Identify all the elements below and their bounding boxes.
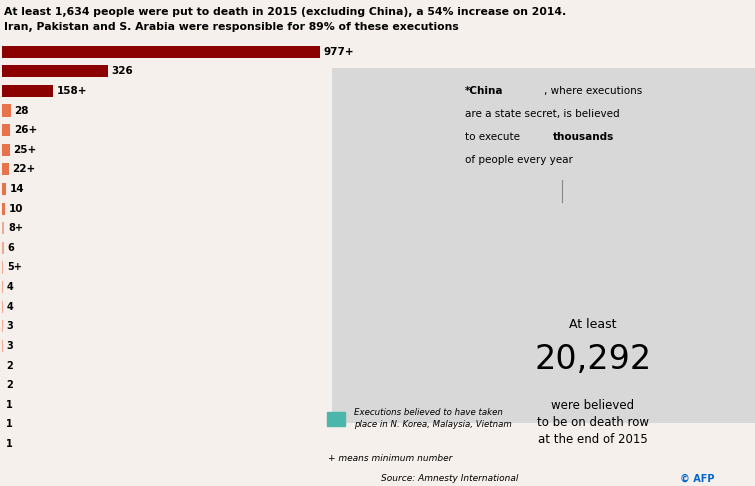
- Text: 22+: 22+: [13, 164, 35, 174]
- Text: © AFP: © AFP: [680, 474, 714, 484]
- Text: 5+: 5+: [7, 262, 22, 273]
- Text: 3: 3: [6, 321, 13, 331]
- Bar: [2, 144, 10, 156]
- Text: are a state secret, is believed: are a state secret, is believed: [465, 109, 620, 119]
- Text: 326: 326: [112, 66, 134, 76]
- Text: Executions believed to have taken
place in N. Korea, Malaysia, Vietnam: Executions believed to have taken place …: [354, 408, 512, 429]
- Text: 3: 3: [6, 341, 13, 351]
- Bar: [2, 124, 10, 136]
- Text: At least 1,634 people were put to death in 2015 (excluding China), a 54% increas: At least 1,634 people were put to death …: [4, 7, 566, 17]
- Text: + means minimum number: + means minimum number: [328, 454, 453, 464]
- Bar: [2, 281, 3, 293]
- Bar: [326, 412, 345, 426]
- Text: were believed
to be on death row
at the end of 2015: were believed to be on death row at the …: [537, 399, 649, 446]
- Bar: [2, 222, 5, 234]
- Text: 14: 14: [10, 184, 25, 194]
- Bar: [2, 85, 53, 97]
- Text: 1: 1: [6, 439, 13, 449]
- Text: 25+: 25+: [14, 145, 37, 155]
- Text: 28: 28: [14, 105, 29, 116]
- Text: , where executions: , where executions: [544, 86, 643, 96]
- Text: 158+: 158+: [57, 86, 88, 96]
- Text: 1: 1: [6, 419, 13, 430]
- Bar: [2, 183, 6, 195]
- Bar: [2, 261, 3, 274]
- Text: 20,292: 20,292: [534, 343, 652, 376]
- Bar: [2, 65, 108, 77]
- Text: 10: 10: [8, 204, 23, 214]
- Text: Iran, Pakistan and S. Arabia were responsible for 89% of these executions: Iran, Pakistan and S. Arabia were respon…: [4, 22, 458, 32]
- Bar: [2, 203, 5, 215]
- Bar: [2, 301, 3, 313]
- Text: 2: 2: [6, 380, 13, 390]
- Text: to execute: to execute: [465, 132, 523, 142]
- Text: 977+: 977+: [324, 47, 355, 57]
- Text: *China: *China: [465, 86, 504, 96]
- Text: 26+: 26+: [14, 125, 37, 135]
- Text: of people every year: of people every year: [465, 155, 573, 165]
- Text: 1: 1: [6, 400, 13, 410]
- Text: Source: Amnesty International: Source: Amnesty International: [381, 474, 519, 483]
- Bar: [2, 46, 320, 58]
- Text: thousands: thousands: [553, 132, 614, 142]
- Bar: [2, 104, 11, 117]
- Text: 4: 4: [7, 282, 14, 292]
- Text: 6: 6: [8, 243, 14, 253]
- Bar: [2, 163, 9, 175]
- Text: 8+: 8+: [8, 223, 23, 233]
- Text: 2: 2: [6, 361, 13, 371]
- Text: 4: 4: [7, 302, 14, 312]
- Text: At least: At least: [569, 318, 616, 331]
- Bar: [2, 242, 4, 254]
